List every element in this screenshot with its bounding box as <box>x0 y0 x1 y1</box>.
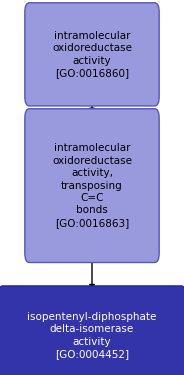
FancyBboxPatch shape <box>0 286 184 375</box>
FancyBboxPatch shape <box>25 3 159 106</box>
Text: intramolecular
oxidoreductase
activity,
transposing
C=C
bonds
[GO:0016863]: intramolecular oxidoreductase activity, … <box>52 143 132 228</box>
FancyBboxPatch shape <box>25 109 159 262</box>
Text: isopentenyl-diphosphate
delta-isomerase
activity
[GO:0004452]: isopentenyl-diphosphate delta-isomerase … <box>27 312 157 359</box>
Text: intramolecular
oxidoreductase
activity
[GO:0016860]: intramolecular oxidoreductase activity [… <box>52 31 132 78</box>
